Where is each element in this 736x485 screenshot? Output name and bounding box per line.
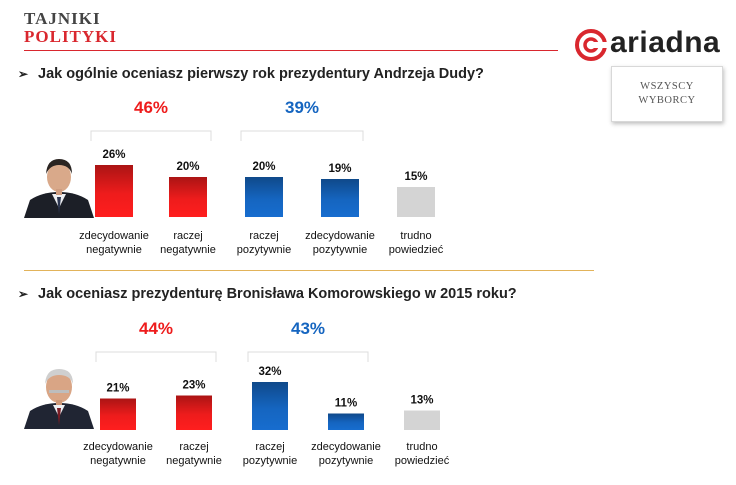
header-rule <box>24 50 558 51</box>
group-bracket <box>90 130 212 141</box>
bar-value-label: 23% <box>182 380 205 392</box>
brand-line1: TAJNIKI <box>24 9 101 28</box>
question-2-text: Jak oceniasz prezydenturę Bronisława Kom… <box>38 286 517 302</box>
badge-line2: WYBORCY <box>638 95 696 106</box>
segment-badge: WSZYSCY WYBORCY <box>611 66 723 122</box>
bar-value-label: 13% <box>410 395 433 407</box>
group-total-label: 44% <box>139 319 173 338</box>
group-total-label: 39% <box>285 98 319 117</box>
category-label: trudno <box>400 230 431 242</box>
question-2: ➢ Jak oceniasz prezydenturę Bronisława Ko… <box>18 286 517 302</box>
bar <box>245 177 283 217</box>
bar <box>169 177 207 217</box>
bar-value-label: 15% <box>404 171 427 183</box>
category-label: trudno <box>406 441 437 453</box>
bar-value-label: 21% <box>106 383 129 395</box>
category-label: zdecydowanie <box>311 441 381 453</box>
portrait-komorowski <box>22 357 96 429</box>
category-label: pozytywnie <box>319 455 373 467</box>
category-label: pozytywnie <box>243 455 297 467</box>
bar-value-label: 20% <box>252 161 275 173</box>
brand-line2: POLITYKI <box>24 27 118 46</box>
group-total-label: 46% <box>134 98 168 117</box>
bar <box>328 413 364 430</box>
bar <box>176 395 212 430</box>
arrow-bullet-icon: ➢ <box>18 67 29 81</box>
category-label: powiedzieć <box>395 455 450 467</box>
portrait-duda <box>22 150 96 218</box>
category-label: powiedzieć <box>389 244 444 256</box>
bar-value-label: 11% <box>335 398 357 410</box>
category-label: zdecydowanie <box>83 441 153 453</box>
bar <box>100 398 136 430</box>
category-label: raczej <box>255 441 284 453</box>
bar <box>252 382 288 430</box>
category-label: raczej <box>249 230 278 242</box>
group-bracket <box>95 351 217 362</box>
group-total-label: 43% <box>291 319 325 338</box>
bar <box>95 165 133 217</box>
bar-value-label: 32% <box>258 366 281 378</box>
bar <box>404 410 440 430</box>
category-label: zdecydowanie <box>79 230 149 242</box>
group-bracket <box>247 351 369 362</box>
brand-logo: TAJNIKI POLITYKI <box>24 10 117 46</box>
section-divider <box>24 270 594 271</box>
category-label: zdecydowanie <box>305 230 375 242</box>
question-1-text: Jak ogólnie oceniasz pierwszy rok prezyd… <box>38 66 484 82</box>
category-label: negatywnie <box>86 244 142 256</box>
badge-line1: WSZYSCY <box>640 81 694 92</box>
category-label: pozytywnie <box>313 244 367 256</box>
arrow-bullet-icon: ➢ <box>18 287 29 301</box>
bar-value-label: 20% <box>176 161 199 173</box>
category-label: negatywnie <box>160 244 216 256</box>
category-label: pozytywnie <box>237 244 291 256</box>
bar-value-label: 26% <box>102 149 125 161</box>
bar <box>397 187 435 217</box>
category-label: negatywnie <box>90 455 146 467</box>
bar <box>321 179 359 217</box>
ariadna-mark-icon <box>575 29 607 61</box>
bar-value-label: 19% <box>328 163 351 175</box>
category-label: raczej <box>179 441 208 453</box>
category-label: raczej <box>173 230 202 242</box>
category-label: negatywnie <box>166 455 222 467</box>
ariadna-wordmark: ariadna <box>610 26 721 59</box>
group-bracket <box>240 130 364 141</box>
question-1: ➢ Jak ogólnie oceniasz pierwszy rok prezy… <box>18 66 484 82</box>
